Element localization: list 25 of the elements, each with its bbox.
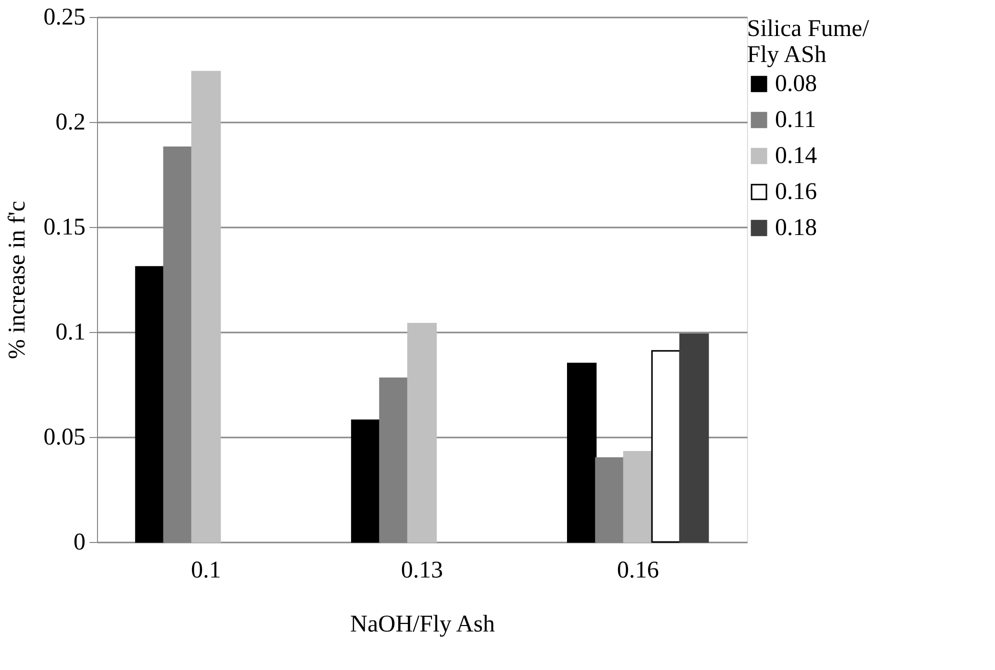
bar bbox=[567, 362, 597, 543]
bar bbox=[651, 350, 681, 543]
y-tick-label: 0.15 bbox=[44, 214, 86, 240]
y-tick-label: 0.1 bbox=[56, 320, 86, 346]
bar bbox=[679, 333, 709, 543]
y-tick-label: 0.2 bbox=[56, 110, 86, 136]
bar bbox=[135, 266, 165, 543]
bar bbox=[191, 70, 221, 543]
x-tick-label: 0.1 bbox=[191, 558, 222, 584]
legend-label: 0.11 bbox=[775, 107, 816, 133]
legend-label: 0.14 bbox=[775, 143, 817, 169]
legend-label: 0.16 bbox=[775, 179, 817, 205]
bar bbox=[351, 419, 381, 543]
legend-label: 0.18 bbox=[775, 215, 817, 241]
bar bbox=[623, 450, 653, 543]
x-tick-label: 0.13 bbox=[401, 558, 443, 584]
y-axis-title: % increase in f'c bbox=[4, 200, 30, 360]
y-tick-label: 0 bbox=[74, 530, 86, 556]
y-tick-label: 0.05 bbox=[44, 424, 86, 450]
legend-title: Silica Fume/ Fly ASh bbox=[747, 16, 870, 68]
x-tick-label: 0.16 bbox=[616, 558, 659, 584]
y-tick-label: 0.25 bbox=[44, 4, 86, 30]
bar bbox=[407, 322, 437, 543]
legend-label: 0.08 bbox=[775, 71, 817, 97]
x-axis-title: NaOH/Fly Ash bbox=[350, 612, 495, 638]
